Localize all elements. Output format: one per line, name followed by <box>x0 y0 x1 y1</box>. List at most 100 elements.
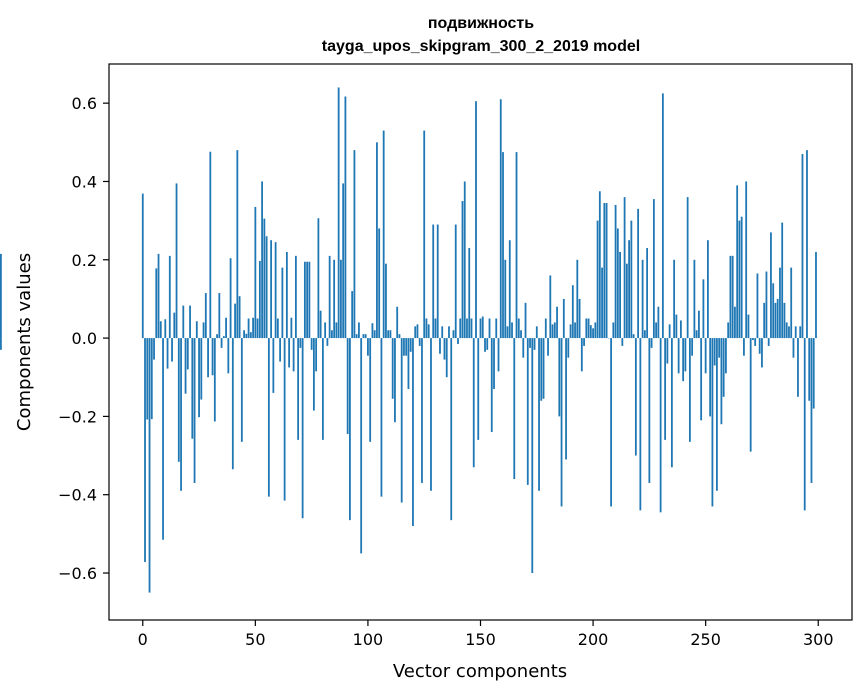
bar-152 <box>484 338 486 352</box>
bar-67 <box>292 338 295 372</box>
bar-264 <box>736 185 739 339</box>
bar-137 <box>450 338 453 521</box>
bar-87 <box>337 87 340 339</box>
bar-70 <box>299 338 302 348</box>
bar-10 <box>164 319 167 339</box>
bar-64 <box>285 251 288 339</box>
bar-172 <box>529 338 531 348</box>
bar-233 <box>666 338 669 364</box>
bar-217 <box>630 220 633 339</box>
bar-151 <box>481 316 484 339</box>
bar-25 <box>198 338 200 418</box>
bar-73 <box>306 261 309 339</box>
bar-227 <box>652 199 655 339</box>
bar-91 <box>346 338 349 435</box>
bar-159 <box>499 99 502 339</box>
bar-139 <box>454 224 457 339</box>
bar-0 <box>141 193 144 339</box>
bar-18 <box>182 305 185 339</box>
bar-14 <box>173 312 176 339</box>
bar-191 <box>571 285 574 339</box>
bar-72 <box>303 261 306 339</box>
bar-100 <box>367 338 369 356</box>
chart-title: подвижность <box>428 15 534 32</box>
bar-6 <box>155 268 158 339</box>
bar-19 <box>184 338 187 394</box>
bars-group <box>0 87 817 593</box>
bar-160 <box>502 152 504 339</box>
bar-138 <box>452 330 455 339</box>
bar-192 <box>574 322 576 339</box>
bar-90 <box>344 96 347 339</box>
bar-234 <box>668 324 671 339</box>
x-axis-label: Vector components <box>393 661 567 682</box>
bar-99 <box>364 334 367 339</box>
bar-23 <box>193 338 196 483</box>
bar-112 <box>394 338 396 423</box>
bar-68 <box>294 255 297 339</box>
bar-215 <box>625 263 628 339</box>
bar-229 <box>657 306 660 339</box>
bar-89 <box>342 183 345 339</box>
bar-269 <box>747 314 750 339</box>
x-axis-ticks: 0 50 100 150 200 250 300 <box>138 620 834 649</box>
bar-249 <box>702 279 705 339</box>
bar-102 <box>371 323 374 339</box>
bar-189 <box>567 338 570 358</box>
bar-255 <box>716 338 718 491</box>
bar-24 <box>195 321 198 339</box>
bar-80 <box>321 338 324 440</box>
bar-282 <box>776 298 779 339</box>
bar-257 <box>720 338 723 425</box>
bar-28 <box>204 293 207 339</box>
bar-115 <box>400 338 403 503</box>
x-tick-label: 200 <box>578 630 609 649</box>
bar-9 <box>162 338 164 540</box>
bar-201 <box>594 322 597 339</box>
bar-148 <box>475 101 477 339</box>
y-axis-label: Components values <box>14 253 35 431</box>
bar-294 <box>803 338 806 511</box>
bar-96 <box>358 322 360 339</box>
bar-186 <box>560 338 563 507</box>
bar-279 <box>770 232 772 339</box>
bar-32 <box>213 338 216 422</box>
bar-79 <box>319 310 322 339</box>
bar-12 <box>168 255 171 339</box>
bar-123 <box>418 338 421 346</box>
bar-263 <box>734 306 736 339</box>
bar-290 <box>794 326 797 339</box>
bar-61 <box>279 338 282 362</box>
bar-1 <box>144 338 146 563</box>
bar-29 <box>207 338 209 378</box>
bar-237 <box>675 314 678 339</box>
bar-177 <box>540 338 543 401</box>
bar-238 <box>677 338 680 374</box>
bar-168 <box>520 330 522 339</box>
bar-158 <box>497 338 500 372</box>
bar-292 <box>799 326 802 339</box>
bar-173 <box>531 338 534 574</box>
bar-145 <box>468 248 471 339</box>
bar-94 <box>353 150 356 339</box>
bar-126 <box>425 318 428 339</box>
bar-17 <box>180 338 182 491</box>
bar-209 <box>612 322 615 339</box>
bar-71 <box>301 338 304 519</box>
bar-5 <box>153 338 155 360</box>
bar-65 <box>288 338 291 368</box>
bar-240 <box>682 338 685 382</box>
bar-260 <box>727 322 730 339</box>
bar-16 <box>177 338 180 462</box>
bar-undefined <box>0 338 2 350</box>
bar-15 <box>175 183 178 339</box>
bar-193 <box>576 259 579 339</box>
bar-258 <box>722 338 725 397</box>
bar-55 <box>265 236 268 339</box>
bar-167 <box>517 318 520 339</box>
bar-140 <box>457 338 459 344</box>
bar-75 <box>310 338 313 350</box>
bar-179 <box>544 318 547 339</box>
bar-184 <box>556 306 558 339</box>
bar-225 <box>648 338 651 483</box>
